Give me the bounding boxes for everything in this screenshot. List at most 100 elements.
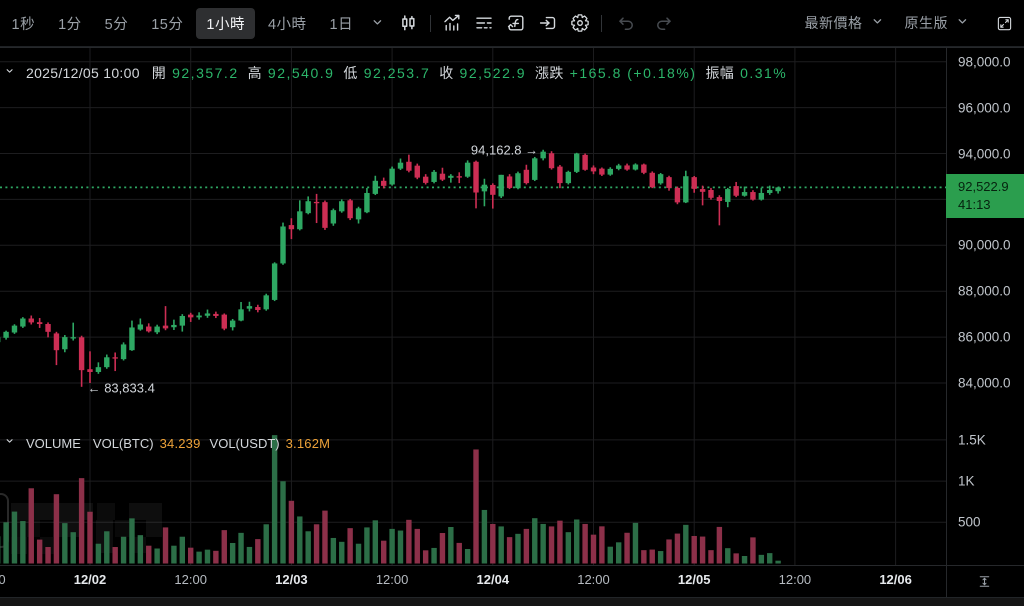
price-mode-dropdown[interactable]: 最新價格 [805, 13, 887, 33]
chevron-down-icon [956, 14, 972, 33]
volume-bar [439, 533, 446, 564]
candle-body [288, 225, 295, 230]
candle-body [53, 333, 60, 351]
volume-bar [708, 550, 714, 564]
volume-bar [87, 511, 93, 564]
interval-tab[interactable]: 1日 [320, 8, 364, 39]
time-tick-label: 12/06 [879, 572, 912, 587]
interval-tabs: 1秒 1分 5分 15分 1小時 4小時 1日 [0, 7, 365, 39]
candle-body [11, 325, 18, 333]
price-tick-label: 94,000.0 [958, 146, 1011, 161]
volume-bar [615, 542, 622, 564]
toolbar-separator [429, 14, 431, 32]
volume-bar [389, 528, 395, 564]
volume-bar [255, 539, 261, 564]
volume-bar [548, 526, 555, 564]
volume-bar [699, 536, 706, 564]
candle-body [330, 210, 337, 224]
interval-tab[interactable]: 1分 [48, 8, 92, 39]
formula-button[interactable] [502, 9, 530, 37]
candle-body [699, 189, 706, 192]
price-tick-label: 96,000.0 [958, 100, 1011, 116]
volume-bar [171, 545, 177, 564]
field-value: 92,357.2 [172, 65, 239, 81]
collapse-chevron-icon[interactable] [4, 65, 18, 82]
volume-bar [146, 545, 152, 564]
field: 收 92,522.9 [439, 63, 526, 83]
field-label: 漲跌 [535, 65, 564, 81]
candle-body [473, 161, 479, 193]
field: 振幅 0.31% [705, 63, 787, 83]
volume-bar [104, 531, 110, 564]
volume-bar [179, 536, 186, 564]
interval-tab[interactable]: 4小時 [258, 8, 317, 39]
volume-bar [137, 535, 144, 564]
volume-bar [213, 550, 219, 564]
volume-bar [716, 526, 723, 564]
volume-bar [683, 524, 689, 564]
candle-body [347, 200, 353, 219]
volume-pane-title: VOLUME [26, 436, 81, 451]
time-tick-label: 12:00 [174, 572, 207, 587]
indicator-list-button[interactable] [470, 9, 498, 37]
bottom-scrollbar-strip[interactable] [0, 597, 1024, 606]
volume-bar [129, 518, 135, 564]
candle-body [339, 201, 345, 212]
collapse-chevron-icon[interactable] [4, 435, 18, 452]
price-tick-label: 84,000.0 [958, 375, 1011, 391]
candle-body [422, 176, 429, 183]
interval-tab[interactable]: 1小時 [196, 7, 255, 39]
volume-bar [397, 530, 404, 564]
volume-bar [28, 488, 34, 564]
interval-tab[interactable]: 15分 [141, 8, 193, 39]
candle-body [599, 168, 605, 175]
volume-bar [674, 533, 681, 564]
candle-body [523, 169, 530, 184]
price-mode-label: 最新價格 [804, 15, 863, 31]
indicators-button[interactable] [438, 9, 466, 37]
interval-tab[interactable]: 5分 [95, 8, 139, 39]
ohlc-info-bar: 2025/12/05 10:00 開 92,357.2 高 92,540.9 低 92,2… [4, 63, 796, 83]
candle-body [750, 192, 756, 200]
candle-body [490, 184, 496, 195]
chevron-down-button[interactable] [367, 11, 391, 35]
candle-body [406, 161, 412, 171]
volume-bar [313, 524, 320, 564]
fullscreen-button[interactable] [992, 11, 1017, 36]
field-label: 高 [247, 65, 262, 81]
volume-tick-label: 500 [958, 514, 981, 530]
price-tick-label: 98,000.0 [958, 54, 1011, 70]
volume-bar [288, 500, 295, 564]
volume-bar [632, 522, 639, 564]
price-scale-reset-button[interactable] [974, 571, 995, 595]
interval-tab[interactable]: 1秒 [2, 8, 46, 39]
settings-gear-button[interactable] [566, 9, 594, 37]
candle-body [641, 164, 647, 173]
volume-bar [364, 527, 370, 564]
candle-body [464, 162, 471, 177]
save-layout-button[interactable] [534, 9, 562, 37]
redo-button[interactable] [650, 9, 678, 37]
candle-body [271, 263, 278, 300]
time-tick-label: 12:00 [778, 572, 812, 587]
undo-button[interactable] [612, 9, 640, 37]
volume-bar [649, 549, 655, 564]
candle-body [305, 201, 311, 214]
chart-toolbar: 1秒 1分 5分 15分 1小時 4小時 1日 最新價格 原生版 [0, 0, 1024, 47]
watermark [0, 493, 9, 548]
candle-body [615, 165, 622, 169]
ohlc-fields: 開 92,357.2 高 92,540.9 低 92,253.7 收 92,522.9 漲跌 +1… [152, 63, 796, 83]
volume-bar [95, 543, 102, 564]
chart-version-dropdown[interactable]: 原生版 [905, 13, 973, 33]
volume-bar [741, 556, 748, 564]
candle-style-button[interactable] [395, 9, 423, 37]
field-label: VOL(BTC) [92, 436, 154, 451]
candle-body [590, 167, 597, 172]
volume-bar [481, 509, 488, 564]
candle-body [255, 307, 261, 311]
time-tick-label: 12:00 [375, 572, 409, 587]
indicator-list-icon [474, 13, 494, 33]
candle-body [372, 180, 379, 194]
toolbar-left-group: 1秒 1分 5分 15分 1小時 4小時 1日 [0, 7, 683, 39]
